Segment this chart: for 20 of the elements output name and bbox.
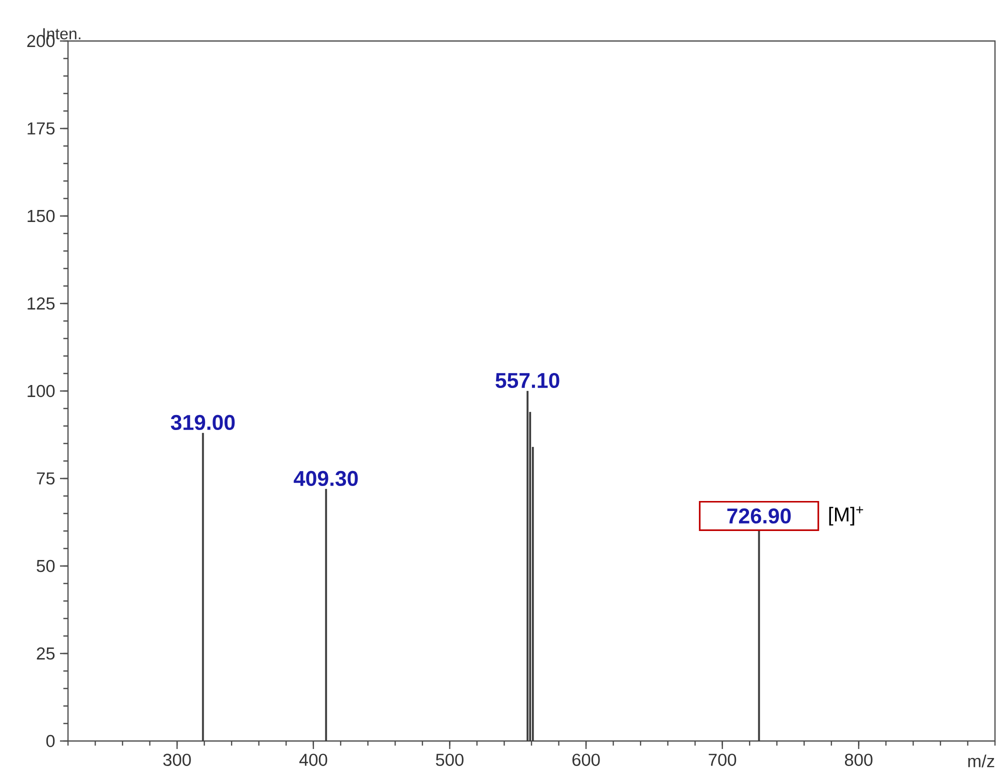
x-tick-label: 700 [708,754,736,766]
x-tick-label: 300 [163,754,191,766]
x-tick-label: 800 [844,754,872,766]
annotation: 409.30 [294,470,358,486]
annotation: 726.90 [727,508,791,524]
y-tick-label: 0 [46,734,55,748]
y-tick-label: 50 [36,560,55,572]
annotation: 557.10 [496,372,560,388]
y-tick-label: 175 [28,122,55,135]
annotation: [M]$^{+}$ [829,506,864,526]
y-tick-label: 25 [36,647,55,660]
y-tick-label: 125 [28,297,55,310]
y-tick-label: 75 [36,472,55,485]
x-tick-label: 400 [299,754,328,766]
x-tick-label: 600 [572,754,600,766]
y-tick-label: 100 [28,384,55,398]
x-axis-title: m/z [968,754,994,768]
annotation: 319.00 [170,414,235,430]
x-tick-label: 500 [436,754,464,766]
y-tick-label: 150 [28,210,55,222]
